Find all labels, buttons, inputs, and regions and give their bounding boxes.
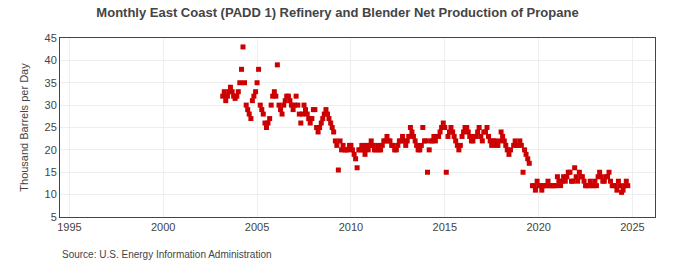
svg-text:35: 35 [45,77,57,89]
svg-text:2025: 2025 [620,221,644,233]
svg-text:Monthly East Coast (PADD 1) Re: Monthly East Coast (PADD 1) Refinery and… [96,5,578,20]
svg-text:45: 45 [45,32,57,44]
svg-text:2010: 2010 [339,221,363,233]
svg-text:Thousand Barrels per Day: Thousand Barrels per Day [18,63,30,192]
svg-text:40: 40 [45,54,57,66]
svg-text:2000: 2000 [151,221,175,233]
svg-text:Source: U.S. Energy Informatio: Source: U.S. Energy Information Administ… [62,249,272,260]
svg-text:1995: 1995 [57,221,81,233]
svg-text:10: 10 [45,188,57,200]
svg-text:20: 20 [45,144,57,156]
svg-text:2005: 2005 [245,221,269,233]
svg-text:2015: 2015 [433,221,457,233]
svg-text:5: 5 [51,211,57,223]
svg-text:15: 15 [45,166,57,178]
svg-text:2020: 2020 [526,221,550,233]
svg-text:30: 30 [45,99,57,111]
svg-text:25: 25 [45,121,57,133]
